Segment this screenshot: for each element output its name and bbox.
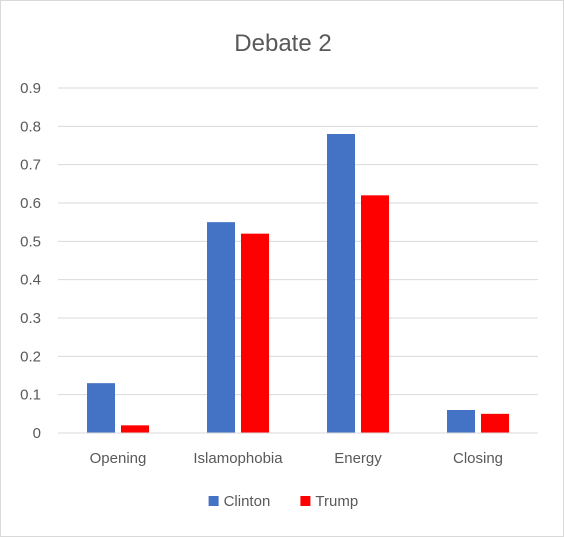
y-tick-label: 0.2	[20, 348, 41, 365]
y-tick-label: 0.8	[20, 118, 41, 135]
y-tick-label: 0.9	[20, 80, 41, 97]
bars	[87, 134, 509, 433]
legend-swatch-clinton	[208, 496, 219, 506]
bar-trump-closing	[481, 413, 509, 433]
gridlines	[58, 87, 538, 396]
y-tick-label: 0.1	[20, 387, 41, 404]
bar-trump-islamophobia	[241, 233, 269, 433]
x-category-label: Closing	[453, 450, 503, 467]
legend-label-trump: Trump	[315, 493, 358, 510]
y-tick-label: 0.4	[20, 272, 41, 289]
bar-clinton-islamophobia	[207, 222, 235, 433]
x-category-label: Opening	[90, 450, 147, 467]
y-tick-label: 0.6	[20, 195, 41, 212]
x-category-label: Islamophobia	[193, 450, 283, 467]
x-category-label: Energy	[334, 450, 382, 467]
x-axis-category-labels: Opening Islamophobia Energy Closing	[90, 450, 503, 467]
y-tick-label: 0.7	[20, 157, 41, 174]
bar-clinton-closing	[447, 410, 475, 433]
y-tick-label: 0.5	[20, 233, 41, 250]
legend-swatch-trump	[300, 496, 311, 506]
bar-trump-energy	[361, 195, 389, 433]
legend: Clinton Trump	[208, 493, 358, 510]
bar-trump-opening	[121, 425, 149, 433]
y-tick-label: 0	[33, 425, 41, 442]
legend-label-clinton: Clinton	[224, 493, 271, 510]
y-tick-label: 0.3	[20, 310, 41, 327]
chart-title: Debate 2	[234, 30, 331, 57]
bar-clinton-opening	[87, 383, 115, 433]
y-axis-tick-labels: 0 0.1 0.2 0.3 0.4 0.5 0.6 0.7 0.8 0.9	[20, 80, 41, 442]
bar-clinton-energy	[327, 134, 355, 433]
